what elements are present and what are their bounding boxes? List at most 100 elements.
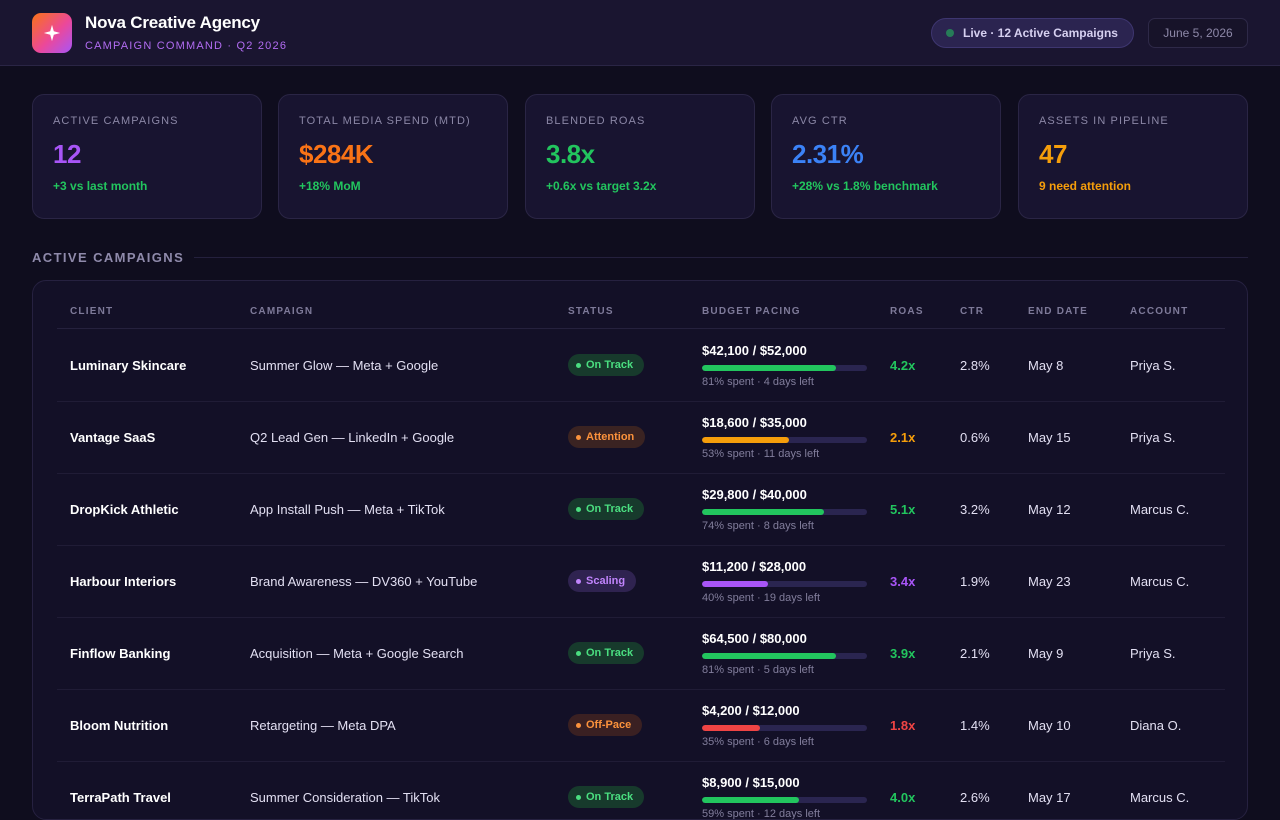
- column-header-ctr[interactable]: CTR: [960, 306, 985, 317]
- kpi-card[interactable]: Assets in Pipeline 47 9 need attention: [1018, 94, 1248, 219]
- account-manager: Marcus C.: [1130, 574, 1190, 589]
- kpi-label: Assets in Pipeline: [1039, 115, 1169, 127]
- roas-value: 3.9x: [890, 646, 916, 661]
- pacing-bar: [702, 365, 867, 371]
- status-label: On Track: [586, 791, 634, 803]
- roas-value: 5.1x: [890, 502, 916, 517]
- pacing-bar-fill: [702, 725, 760, 731]
- account-manager: Marcus C.: [1130, 502, 1190, 517]
- kpi-card[interactable]: Active Campaigns 12 +3 vs last month: [32, 94, 262, 219]
- pacing-bar-fill: [702, 437, 790, 443]
- end-date: May 10: [1028, 718, 1071, 733]
- kpi-value: 3.8x: [546, 139, 595, 169]
- account-manager: Priya S.: [1130, 430, 1176, 445]
- live-status-label: Live · 12 Active Campaigns: [963, 26, 1118, 40]
- ctr-value: 2.1%: [960, 646, 990, 661]
- client-name: Harbour Interiors: [70, 574, 177, 589]
- status-badge[interactable]: On Track: [568, 498, 645, 520]
- kpi-card[interactable]: Avg CTR 2.31% +28% vs 1.8% benchmark: [771, 94, 1001, 219]
- pacing-note: 53% spent · 11 days left: [702, 448, 820, 460]
- pacing-bar-fill: [702, 797, 800, 803]
- account-manager: Priya S.: [1130, 646, 1176, 661]
- table-row[interactable]: Luminary Skincare Summer Glow — Meta + Go…: [57, 330, 1225, 402]
- status-label: Off-Pace: [586, 719, 632, 731]
- pacing-bar: [702, 581, 867, 587]
- status-label: On Track: [586, 503, 634, 515]
- ctr-value: 1.9%: [960, 574, 990, 589]
- pacing-bar: [702, 437, 867, 443]
- end-date: May 8: [1028, 358, 1064, 373]
- column-header-client[interactable]: CLIENT: [70, 306, 114, 317]
- status-label: On Track: [586, 359, 634, 371]
- roas-value: 4.2x: [890, 358, 916, 373]
- end-date: May 12: [1028, 502, 1071, 517]
- client-name: DropKick Athletic: [70, 502, 179, 517]
- status-label: On Track: [586, 647, 634, 659]
- live-status-pill[interactable]: Live · 12 Active Campaigns: [931, 18, 1134, 48]
- status-badge[interactable]: On Track: [568, 354, 645, 376]
- kpi-value: 12: [53, 139, 81, 169]
- status-badge[interactable]: On Track: [568, 642, 645, 664]
- roas-value: 2.1x: [890, 430, 916, 445]
- column-header-roas[interactable]: ROAS: [890, 306, 924, 317]
- client-name: TerraPath Travel: [70, 790, 171, 805]
- column-header-campaign[interactable]: CAMPAIGN: [250, 306, 314, 317]
- table-row[interactable]: DropKick Athletic App Install Push — Meta…: [57, 474, 1225, 546]
- kpi-label: Total Media Spend (MTD): [299, 115, 471, 127]
- campaigns-table: CLIENT CAMPAIGN STATUS BUDGET PACING ROAS CTR…: [32, 280, 1248, 820]
- pacing-note: 59% spent · 12 days left: [702, 808, 821, 820]
- status-badge[interactable]: Off-Pace: [568, 714, 643, 736]
- sparkle-icon: [43, 24, 61, 42]
- pacing-bar-fill: [702, 581, 768, 587]
- budget-amount: $18,600 / $35,000: [702, 415, 807, 430]
- column-header-status[interactable]: STATUS: [568, 306, 614, 317]
- pacing-bar: [702, 509, 867, 515]
- column-header-account[interactable]: ACCOUNT: [1130, 306, 1189, 317]
- kpi-value: 2.31%: [792, 139, 864, 169]
- campaign-name: App Install Push — Meta + TikTok: [250, 502, 445, 517]
- kpi-value: 47: [1039, 139, 1067, 169]
- pacing-bar: [702, 797, 867, 803]
- ctr-value: 2.8%: [960, 358, 990, 373]
- end-date: May 23: [1028, 574, 1071, 589]
- pacing-note: 81% spent · 5 days left: [702, 664, 814, 676]
- table-header: CLIENT CAMPAIGN STATUS BUDGET PACING ROAS CTR…: [57, 281, 1225, 329]
- budget-amount: $8,900 / $15,000: [702, 775, 800, 790]
- kpi-label: Avg CTR: [792, 115, 848, 127]
- campaign-name: Retargeting — Meta DPA: [250, 718, 396, 733]
- column-header-budget-pacing[interactable]: BUDGET PACING: [702, 306, 801, 317]
- pacing-note: 74% spent · 8 days left: [702, 520, 814, 532]
- ctr-value: 0.6%: [960, 430, 990, 445]
- table-row[interactable]: Vantage SaaS Q2 Lead Gen — LinkedIn + Goo…: [57, 402, 1225, 474]
- status-label: Attention: [586, 431, 635, 443]
- kpi-card[interactable]: Blended ROAS 3.8x +0.6x vs target 3.2x: [525, 94, 755, 219]
- agency-logo[interactable]: [32, 13, 72, 53]
- end-date: May 17: [1028, 790, 1071, 805]
- section-header: ACTIVE CAMPAIGNS: [32, 248, 1248, 266]
- status-dot-icon: [576, 434, 581, 440]
- ctr-value: 1.4%: [960, 718, 990, 733]
- table-row[interactable]: Bloom Nutrition Retargeting — Meta DPA Off…: [57, 690, 1225, 762]
- kpi-label: Active Campaigns: [53, 115, 179, 127]
- column-header-end-date[interactable]: END DATE: [1028, 306, 1088, 317]
- status-dot-icon: [576, 722, 581, 728]
- status-badge[interactable]: On Track: [568, 786, 645, 808]
- campaign-name: Summer Glow — Meta + Google: [250, 358, 439, 373]
- section-title: ACTIVE CAMPAIGNS: [32, 249, 185, 265]
- table-row[interactable]: Finflow Banking Acquisition — Meta + Goog…: [57, 618, 1225, 690]
- budget-amount: $29,800 / $40,000: [702, 487, 807, 502]
- campaign-name: Q2 Lead Gen — LinkedIn + Google: [250, 430, 455, 445]
- table-row[interactable]: Harbour Interiors Brand Awareness — DV360…: [57, 546, 1225, 618]
- table-row[interactable]: TerraPath Travel Summer Consideration — T…: [57, 762, 1225, 820]
- date-selector[interactable]: June 5, 2026: [1148, 18, 1248, 48]
- budget-amount: $64,500 / $80,000: [702, 631, 807, 646]
- pacing-bar: [702, 725, 867, 731]
- ctr-value: 3.2%: [960, 502, 990, 517]
- status-badge[interactable]: Attention: [568, 426, 646, 448]
- campaign-name: Brand Awareness — DV360 + YouTube: [250, 574, 478, 589]
- account-manager: Diana O.: [1130, 718, 1182, 733]
- status-badge[interactable]: Scaling: [568, 570, 637, 592]
- kpi-card[interactable]: Total Media Spend (MTD) $284K +18% MoM: [278, 94, 508, 219]
- status-dot-icon: [576, 362, 581, 368]
- client-name: Vantage SaaS: [70, 430, 156, 445]
